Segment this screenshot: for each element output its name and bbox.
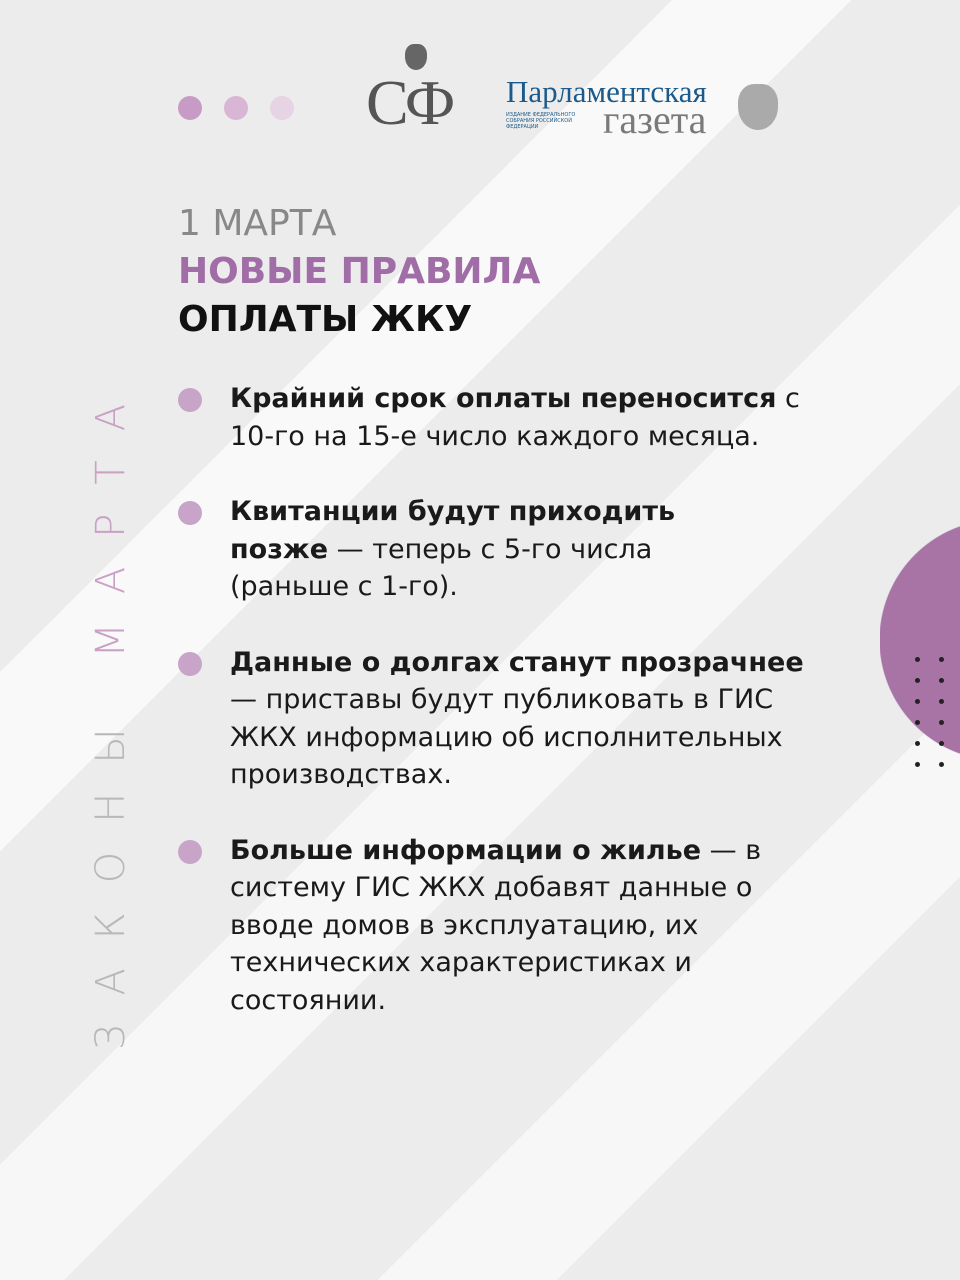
title-line1: НОВЫЕ ПРАВИЛА [178, 251, 541, 292]
item-text: — в систему ГИС ЖКХ добавят данные о вво… [230, 834, 762, 1016]
pg-logo-top: Парламентская [506, 74, 707, 109]
side-label-part1: ЗАКОНЫ [88, 657, 134, 1050]
title-line2: ОПЛАТЫ ЖКУ [178, 299, 473, 340]
pg-logo-sub: ИЗДАНИЕ ФЕДЕРАЛЬНОГО СОБРАНИЯ РОССИЙСКОЙ… [506, 112, 576, 130]
list-item: Больше информации о жилье — в систему ГИ… [178, 832, 858, 1020]
dot [224, 96, 248, 120]
decorative-dots [178, 96, 294, 120]
dot-grid [915, 657, 960, 767]
side-label-part2: МАРТА [88, 374, 134, 658]
list-item: Крайний срок оплаты переносится с 10-го … [178, 380, 858, 455]
item-text: — приставы будут публиковать в ГИС ЖКХ и… [230, 684, 783, 790]
coat-of-arms-icon [738, 84, 778, 130]
dot [178, 96, 202, 120]
dot [270, 96, 294, 120]
list-item: Квитанции будут приходить позже — теперь… [178, 493, 858, 606]
item-bold: Квитанции будут приходить позже [230, 496, 676, 565]
list-item: Данные о долгах станут прозрачнее — прис… [178, 644, 858, 794]
item-bold: Больше информации о жилье [230, 834, 702, 866]
item-text: с 10-го на 15-е число каждого месяца. [230, 383, 800, 452]
item-text: — теперь с 5-го числа (раньше с 1-го). [230, 533, 653, 603]
item-bold: Крайний срок оплаты переносится [230, 383, 777, 414]
rules-list: Крайний срок оплаты переносится с 10-го … [178, 380, 858, 1019]
side-label: ЗАКОНЫ МАРТА [88, 375, 134, 1050]
decorative-circle [880, 520, 960, 760]
pg-logo-bottom: газета [603, 97, 707, 142]
coat-of-arms-icon [405, 44, 427, 70]
bullet-icon [178, 388, 202, 412]
bullet-icon [178, 839, 202, 864]
bullet-icon [178, 501, 202, 525]
bullet-icon [178, 651, 202, 676]
sf-logo: СФ [366, 67, 455, 138]
date-heading: 1 МАРТА [178, 203, 337, 244]
item-bold: Данные о долгах станут прозрачнее [230, 646, 804, 678]
